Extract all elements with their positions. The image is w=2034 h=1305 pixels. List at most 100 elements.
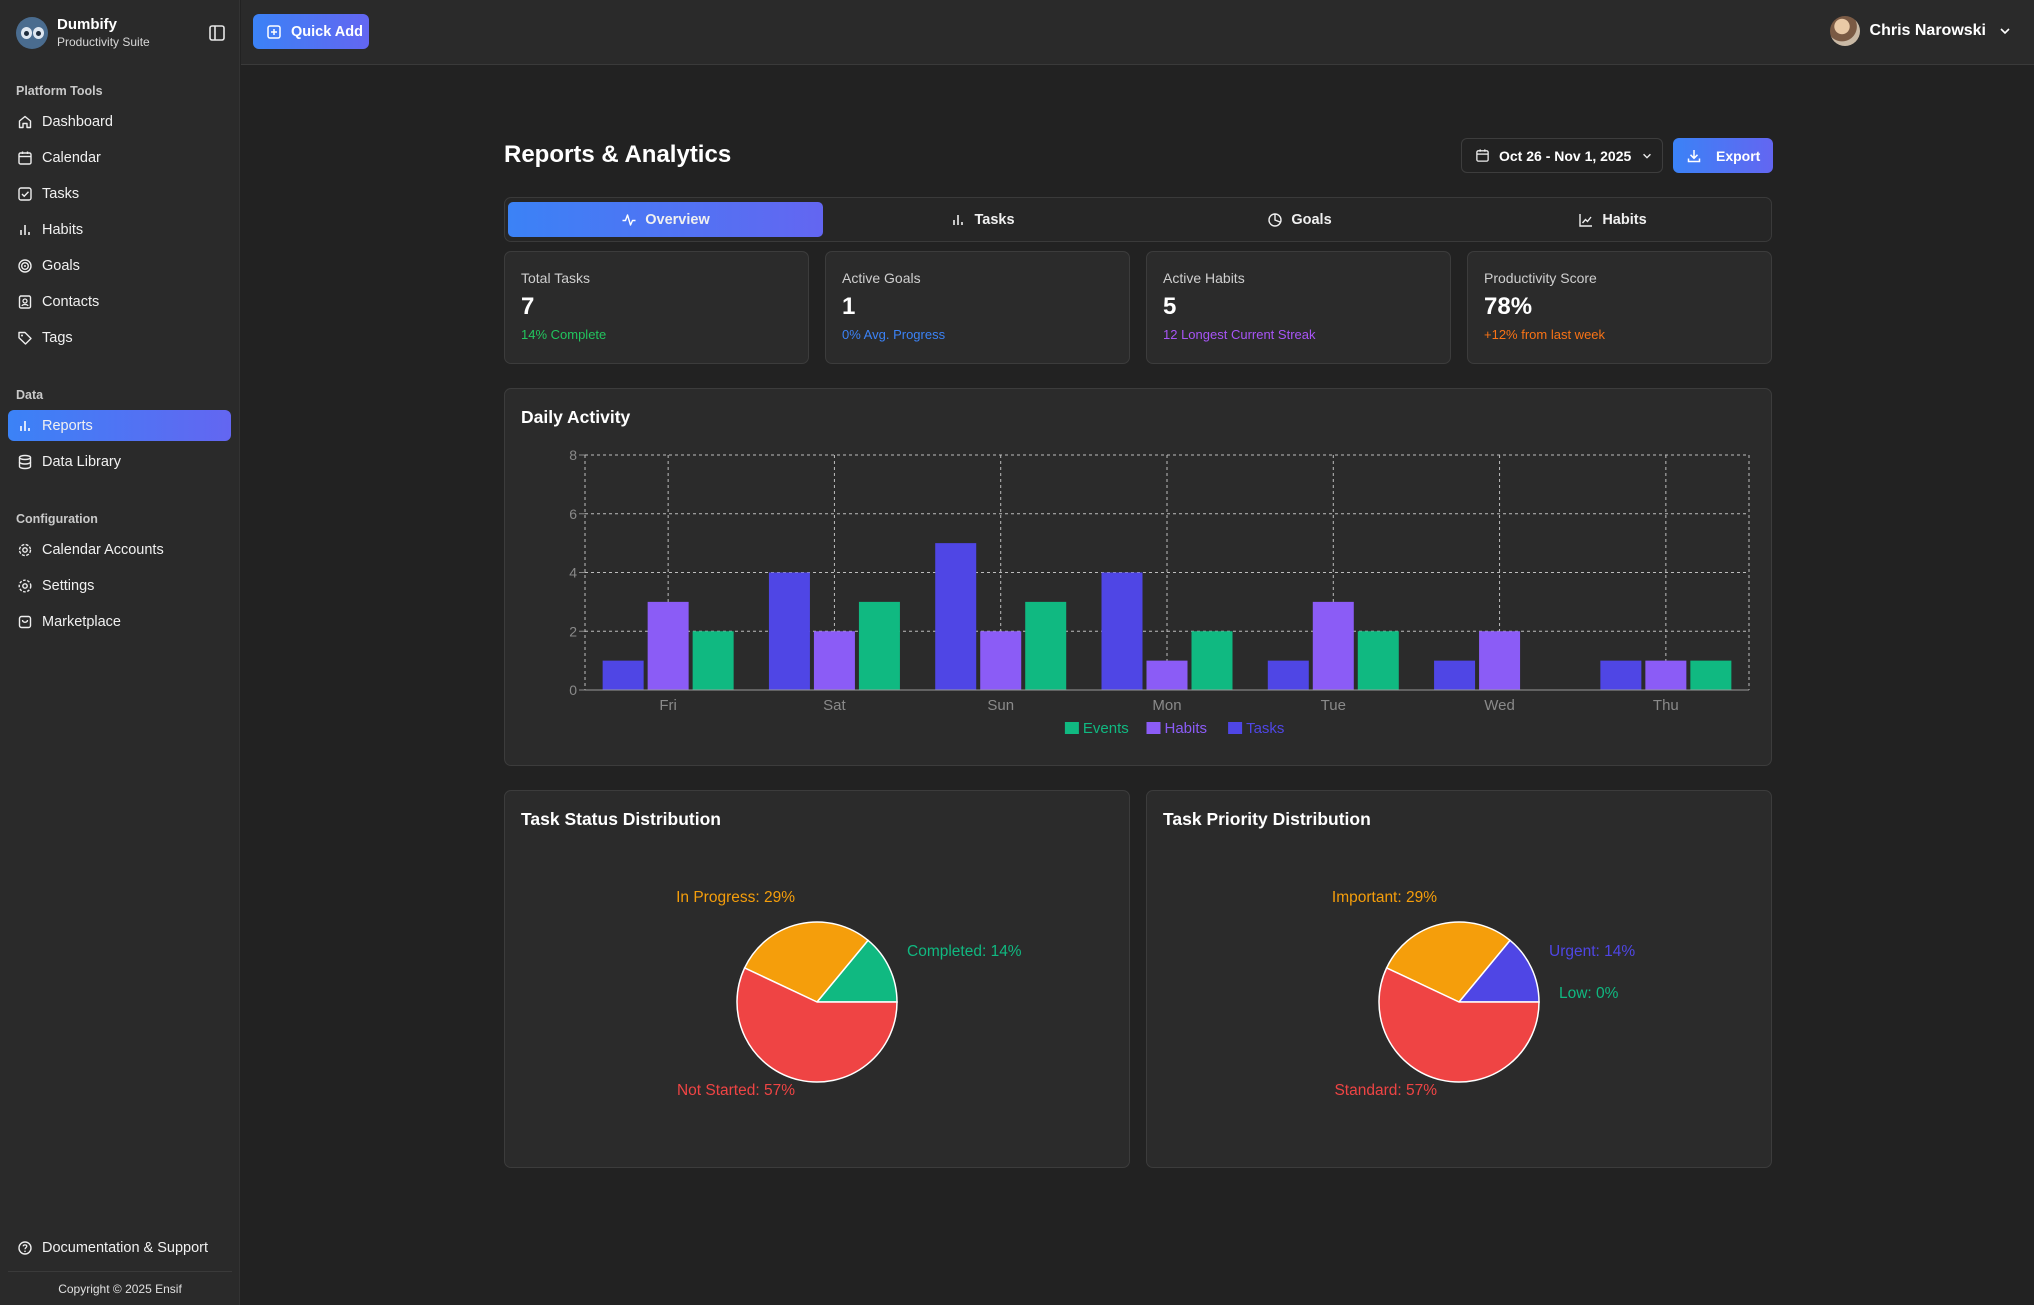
bar-habits-sun[interactable] bbox=[980, 631, 1022, 690]
cog-icon bbox=[18, 543, 32, 556]
pie-slice-completed[interactable] bbox=[815, 939, 898, 1003]
x-tick-label: Tue bbox=[1321, 697, 1346, 714]
tab-tasks[interactable]: Tasks bbox=[825, 202, 1140, 237]
sidebar-item-label: Marketplace bbox=[42, 613, 121, 630]
sidebar-item-label: Calendar Accounts bbox=[42, 541, 164, 558]
brand-logo-icon bbox=[16, 17, 48, 49]
avatar bbox=[1829, 16, 1860, 46]
chart-title: Daily Activity bbox=[521, 407, 631, 427]
stat-label: Productivity Score bbox=[1484, 270, 1597, 286]
x-tick-label: Sun bbox=[987, 697, 1014, 714]
sidebar-item-habits[interactable]: Habits bbox=[8, 214, 231, 245]
calendar-icon bbox=[18, 151, 32, 165]
sidebar-item-label: Dashboard bbox=[42, 113, 113, 130]
chevron-down-icon bbox=[2000, 28, 2010, 35]
task-priority-panel: Task Priority Distribution Low: 0% Urgent… bbox=[1146, 790, 1772, 1168]
bar-habits-tue[interactable] bbox=[1312, 601, 1354, 690]
date-range-picker[interactable]: Oct 26 - Nov 1, 2025 bbox=[1461, 138, 1663, 173]
stat-note: 12 Longest Current Streak bbox=[1163, 327, 1316, 342]
section-label-platform-tools: Platform Tools bbox=[16, 84, 103, 98]
pie-slice-not-started[interactable] bbox=[736, 966, 898, 1083]
sidebar-item-label: Contacts bbox=[42, 293, 100, 310]
bar-chart-icon bbox=[20, 420, 30, 431]
export-button[interactable]: Export bbox=[1673, 138, 1773, 173]
bar-habits-wed[interactable] bbox=[1479, 631, 1521, 690]
bar-events-sat[interactable] bbox=[858, 601, 900, 690]
pie-slice-standard[interactable] bbox=[1378, 966, 1540, 1083]
sidebar-toggle-button[interactable] bbox=[205, 22, 229, 44]
pie-label-completed: Completed: 14% bbox=[907, 943, 1022, 960]
tab-label: Overview bbox=[645, 211, 710, 228]
quick-add-button[interactable]: Quick Add bbox=[253, 14, 369, 49]
bar-habits-fri[interactable] bbox=[647, 601, 689, 690]
stat-note: 14% Complete bbox=[521, 327, 607, 342]
bar-tasks-sat[interactable] bbox=[768, 572, 810, 691]
sidebar-item-settings[interactable]: Settings bbox=[8, 570, 231, 601]
x-tick-label: Fri bbox=[659, 697, 677, 714]
bar-tasks-fri[interactable] bbox=[602, 660, 644, 690]
sidebar-item-goals[interactable]: Goals bbox=[8, 250, 231, 281]
quick-add-label: Quick Add bbox=[291, 23, 363, 40]
legend-swatch-events bbox=[1064, 722, 1079, 734]
bar-events-tue[interactable] bbox=[1357, 631, 1399, 690]
bar-habits-thu[interactable] bbox=[1645, 660, 1687, 690]
y-tick-label: 6 bbox=[569, 506, 577, 522]
legend-label-tasks[interactable]: Tasks bbox=[1246, 720, 1284, 737]
user-name: Chris Narowski bbox=[1869, 22, 1986, 39]
bar-habits-mon[interactable] bbox=[1146, 660, 1188, 690]
bar-chart-icon bbox=[953, 214, 964, 225]
section-label-data: Data bbox=[16, 388, 44, 402]
contact-icon bbox=[18, 294, 32, 309]
stat-note: +12% from last week bbox=[1484, 327, 1606, 342]
sidebar-item-label: Calendar bbox=[42, 149, 101, 166]
tab-goals[interactable]: Goals bbox=[1142, 202, 1457, 237]
bar-tasks-wed[interactable] bbox=[1434, 660, 1476, 690]
activity-icon bbox=[622, 213, 636, 226]
bar-events-fri[interactable] bbox=[692, 631, 734, 690]
sidebar-item-documentation[interactable]: Documentation & Support bbox=[8, 1232, 231, 1263]
tab-habits[interactable]: Habits bbox=[1455, 202, 1770, 237]
check-square-icon bbox=[18, 186, 32, 201]
sidebar-item-data-library[interactable]: Data Library bbox=[8, 446, 231, 477]
bar-events-sun[interactable] bbox=[1025, 601, 1067, 690]
pie-slice-urgent[interactable] bbox=[1457, 939, 1540, 1003]
bar-tasks-thu[interactable] bbox=[1600, 660, 1642, 690]
legend-label-events[interactable]: Events bbox=[1083, 720, 1129, 737]
sidebar-item-reports[interactable]: Reports bbox=[8, 410, 231, 441]
sidebar-item-tags[interactable]: Tags bbox=[8, 322, 231, 353]
sidebar-item-label: Habits bbox=[42, 221, 84, 238]
download-icon bbox=[1687, 149, 1701, 162]
pie-chart-icon bbox=[1268, 212, 1283, 227]
task-status-panel: Task Status Distribution Completed: 14% I… bbox=[504, 790, 1130, 1168]
stat-value: 5 bbox=[1163, 293, 1177, 320]
plus-square-icon bbox=[267, 24, 281, 39]
bar-events-thu[interactable] bbox=[1690, 660, 1732, 690]
sidebar-item-calendar[interactable]: Calendar bbox=[8, 142, 231, 173]
sidebar-item-marketplace[interactable]: Marketplace bbox=[8, 606, 231, 637]
tab-overview[interactable]: Overview bbox=[508, 202, 823, 237]
stat-card-productivity-score: Productivity Score 78% +12% from last we… bbox=[1467, 251, 1772, 364]
stat-label: Total Tasks bbox=[521, 270, 590, 286]
sidebar-item-contacts[interactable]: Contacts bbox=[8, 286, 231, 317]
bar-tasks-tue[interactable] bbox=[1267, 660, 1309, 690]
bar-habits-sat[interactable] bbox=[813, 631, 855, 690]
brand[interactable]: Dumbify Productivity Suite bbox=[16, 16, 150, 50]
bar-tasks-mon[interactable] bbox=[1101, 572, 1143, 691]
brand-subtitle: Productivity Suite bbox=[57, 35, 150, 49]
tab-label: Goals bbox=[1291, 211, 1332, 228]
sidebar-item-label: Tasks bbox=[42, 185, 80, 202]
legend-label-habits[interactable]: Habits bbox=[1165, 720, 1208, 737]
bar-tasks-sun[interactable] bbox=[935, 543, 977, 690]
legend-swatch-habits bbox=[1146, 722, 1161, 734]
tag-icon bbox=[18, 331, 32, 345]
legend-swatch-tasks bbox=[1228, 722, 1243, 734]
user-menu[interactable]: Chris Narowski bbox=[1829, 16, 2012, 46]
page-title: Reports & Analytics bbox=[504, 141, 732, 168]
y-tick-label: 8 bbox=[569, 447, 577, 463]
task-priority-chart: Low: 0% Urgent: 14% Important: 29% Standard… bbox=[1332, 889, 1635, 1099]
divider bbox=[8, 1271, 232, 1272]
sidebar-item-tasks[interactable]: Tasks bbox=[8, 178, 231, 209]
bar-events-mon[interactable] bbox=[1191, 631, 1233, 690]
sidebar-item-dashboard[interactable]: Dashboard bbox=[8, 106, 231, 137]
sidebar-item-calendar-accounts[interactable]: Calendar Accounts bbox=[8, 534, 231, 565]
